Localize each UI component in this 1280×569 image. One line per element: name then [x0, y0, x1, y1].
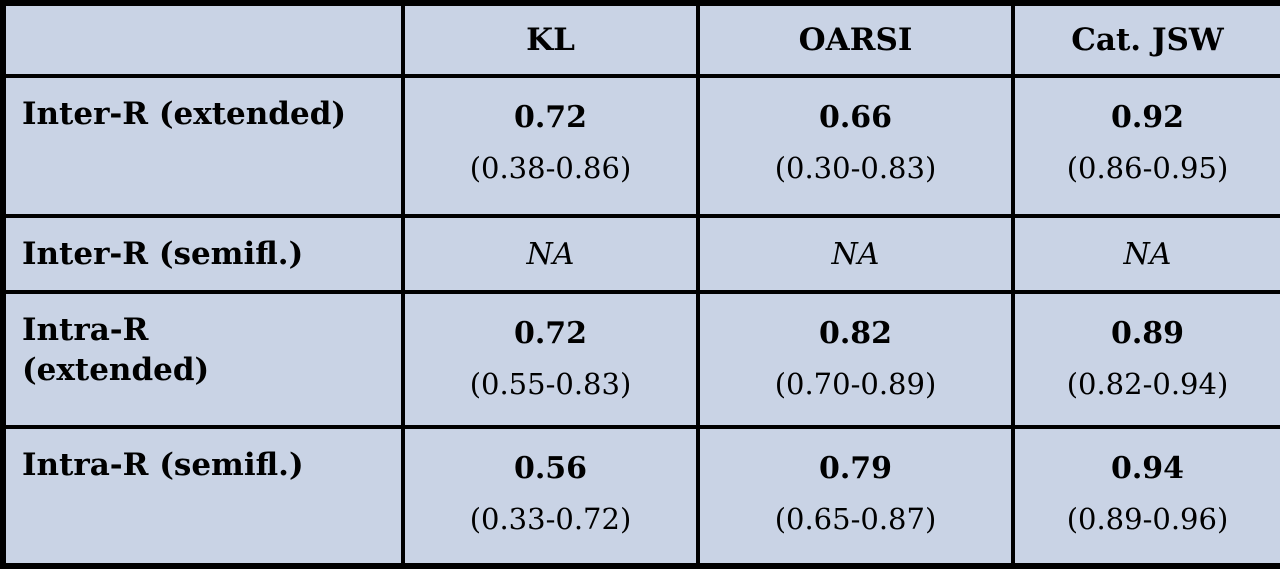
- value: 0.56: [513, 451, 588, 486]
- value-cell-oarsi: 0.66 (0.30-0.83): [696, 74, 1015, 218]
- confidence-interval: (0.70-0.89): [774, 366, 937, 401]
- row-label: Inter-R (extended): [1, 74, 405, 218]
- row-inter-r-semiflexed: Inter-R (semifl.) NA NA NA: [1, 214, 1280, 294]
- value-cell-oarsi: NA: [696, 214, 1015, 294]
- value-cell-cat-jsw: 0.89 (0.82-0.94): [1011, 290, 1280, 429]
- value: 0.79: [818, 451, 893, 486]
- value: 0.82: [818, 316, 893, 351]
- value-cell-kl: 0.56 (0.33-0.72): [401, 425, 700, 568]
- confidence-interval: (0.65-0.87): [774, 501, 937, 536]
- confidence-interval: (0.55-0.83): [469, 366, 632, 401]
- value: 0.92: [1110, 100, 1185, 135]
- value-cell-kl: NA: [401, 214, 700, 294]
- row-label: Intra-R (extended): [1, 290, 405, 429]
- header-cell-kl: KL: [401, 1, 700, 78]
- confidence-interval: (0.30-0.83): [774, 150, 937, 185]
- confidence-interval: (0.82-0.94): [1066, 366, 1229, 401]
- value: 0.72: [513, 316, 588, 351]
- row-label: Intra-R (semifl.): [1, 425, 405, 568]
- header-cell-cat-jsw: Cat. JSW: [1011, 1, 1280, 78]
- value: 0.94: [1110, 451, 1185, 486]
- value-cell-kl: 0.72 (0.55-0.83): [401, 290, 700, 429]
- value-cell-oarsi: 0.82 (0.70-0.89): [696, 290, 1015, 429]
- header-cell-oarsi: OARSI: [696, 1, 1015, 78]
- header-row: KL OARSI Cat. JSW: [1, 1, 1280, 78]
- na-value: NA: [831, 236, 880, 272]
- na-value: NA: [526, 236, 575, 272]
- row-intra-r-extended: Intra-R (extended) 0.72 (0.55-0.83) 0.82…: [1, 290, 1280, 429]
- confidence-interval: (0.33-0.72): [469, 501, 632, 536]
- value-cell-cat-jsw: 0.94 (0.89-0.96): [1011, 425, 1280, 568]
- value-cell-oarsi: 0.79 (0.65-0.87): [696, 425, 1015, 568]
- value: 0.66: [818, 100, 893, 135]
- confidence-interval: (0.89-0.96): [1066, 501, 1229, 536]
- row-label: Inter-R (semifl.): [1, 214, 405, 294]
- confidence-interval: (0.86-0.95): [1066, 150, 1229, 185]
- na-value: NA: [1123, 236, 1172, 272]
- value-cell-cat-jsw: 0.92 (0.86-0.95): [1011, 74, 1280, 218]
- header-cell-empty: [1, 1, 405, 78]
- row-inter-r-extended: Inter-R (extended) 0.72 (0.38-0.86) 0.66…: [1, 74, 1280, 218]
- value: 0.89: [1110, 316, 1185, 351]
- value-cell-kl: 0.72 (0.38-0.86): [401, 74, 700, 218]
- value: 0.72: [513, 100, 588, 135]
- value-cell-cat-jsw: NA: [1011, 214, 1280, 294]
- row-intra-r-semiflexed: Intra-R (semifl.) 0.56 (0.33-0.72) 0.79 …: [1, 425, 1280, 568]
- confidence-interval: (0.38-0.86): [469, 150, 632, 185]
